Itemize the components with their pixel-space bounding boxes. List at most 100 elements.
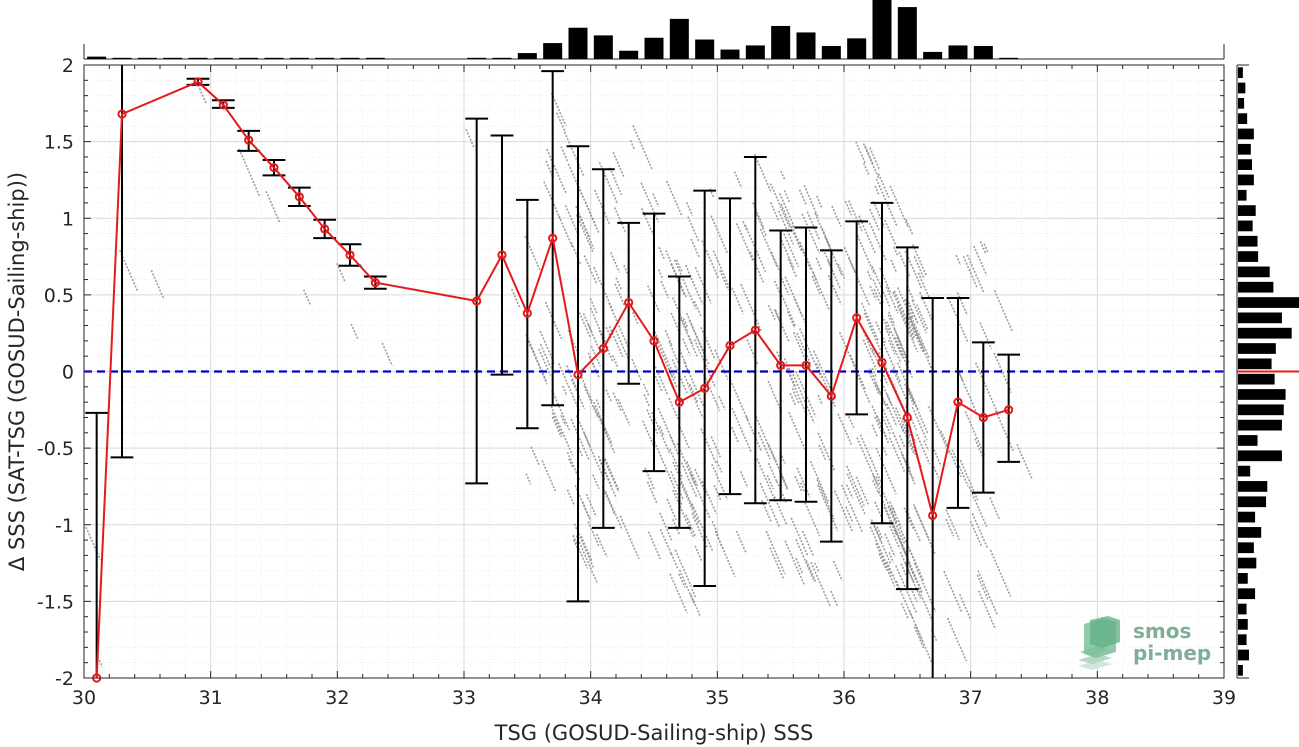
scatter-streak (739, 471, 749, 489)
scatter-streak (593, 189, 611, 225)
scatter-streak (672, 519, 680, 535)
mean-point (345, 250, 355, 260)
mean-point (877, 357, 887, 367)
scatter-streak (668, 341, 680, 365)
right-histogram-bar (1238, 143, 1251, 155)
right-histogram-bar (1238, 159, 1253, 170)
right-histogram-bar (1238, 281, 1274, 293)
y-tick-label: -1.5 (37, 591, 74, 613)
scatter-streak (951, 449, 969, 487)
scatter-streak (712, 250, 733, 293)
scatter-streak (685, 514, 697, 538)
scatter-streak (602, 456, 619, 491)
mean-point (370, 278, 380, 288)
scatter-streak (685, 312, 707, 358)
top-histogram-bar (948, 45, 968, 59)
scatter-streak (605, 326, 612, 339)
logo-line-2: pi-mep (1133, 641, 1211, 665)
scatter-streak (678, 569, 695, 604)
scatter-streak (576, 182, 598, 228)
scatter-streak (964, 411, 986, 457)
scatter-streak (550, 405, 574, 456)
scatter-streak (906, 286, 916, 303)
scatter-streak (583, 432, 606, 480)
top-histogram-bar (315, 57, 335, 59)
scatter-streak (729, 379, 749, 422)
scatter-streak (733, 171, 743, 189)
scatter-streak (855, 141, 867, 165)
scatter-streak (869, 147, 881, 171)
scatter-streak (888, 311, 896, 326)
top-histogram-bar (745, 45, 765, 59)
scatter-streak (977, 570, 999, 616)
mean-point (978, 412, 988, 423)
scatter-streak (896, 336, 908, 361)
scatter-streak (615, 330, 629, 359)
scatter-streak (817, 394, 824, 406)
scatter-streak (658, 426, 665, 437)
logo-icon (1078, 616, 1120, 670)
scatter-streak (566, 489, 576, 507)
top-histogram-bar (517, 53, 537, 59)
scatter-streak (785, 368, 809, 417)
top-histogram-bar (467, 57, 487, 59)
scatter-streak (524, 235, 542, 272)
scatter-streak (893, 246, 899, 257)
scatter-streak (593, 401, 613, 445)
right-histogram-bar (1238, 649, 1249, 661)
top-histogram-bar (771, 25, 791, 59)
y-tick-label: 0 (62, 362, 74, 384)
right-histogram-bar (1238, 557, 1257, 569)
scatter-streak (674, 549, 692, 587)
scatter-streak (781, 294, 796, 327)
scatter-streak (714, 349, 729, 380)
scatter-streak (587, 324, 600, 350)
scatter-streak (574, 485, 592, 522)
scatter-streak (872, 480, 880, 495)
scatter-streak (884, 219, 897, 247)
error-bars (85, 65, 1021, 678)
scatter-streak (786, 311, 796, 329)
scatter-streak (872, 200, 886, 228)
scatter-streak (693, 300, 702, 317)
mean-point (902, 412, 912, 423)
top-histogram-bar (213, 57, 233, 59)
scatter-streak (830, 590, 839, 607)
scatter-streak (846, 465, 865, 507)
scatter-streak (791, 388, 801, 405)
scatter-streak (735, 530, 748, 554)
scatter-streak (993, 290, 1013, 332)
scatter-streak (669, 448, 684, 479)
scatter-streak (869, 208, 880, 231)
right-histogram-bar (1238, 527, 1262, 538)
scatter-streak (870, 519, 892, 565)
scatter-streak (893, 524, 909, 558)
right-histogram-bar (1238, 82, 1246, 94)
scatter-streak (893, 290, 916, 338)
scatter-streak (891, 506, 903, 528)
scatter-streak (672, 489, 695, 538)
mean-point (674, 397, 684, 407)
scatter-streak (873, 524, 883, 542)
scatter-streak (874, 185, 880, 196)
scatter-streak (646, 481, 658, 505)
scatter-streak (943, 570, 963, 613)
scatter-streak (780, 170, 786, 181)
scatter-streak (685, 202, 694, 217)
scatter-streak (900, 603, 909, 620)
y-tick-label: 2 (62, 55, 74, 77)
scatter-streak (792, 373, 815, 424)
scatter-streak (694, 266, 712, 304)
scatter-streak (888, 437, 906, 473)
scatter-streak (565, 365, 580, 394)
scatter-streak (759, 228, 779, 269)
top-histogram-bar (644, 37, 664, 59)
right-histogram-bar (1238, 496, 1267, 508)
scatter-streak (664, 329, 673, 346)
y-tick-label: -1 (55, 515, 74, 537)
scatter-streak (611, 354, 619, 368)
scatter-streak (892, 368, 908, 401)
scatter-streak (612, 151, 625, 177)
scatter-streak (694, 545, 703, 563)
mean-point (750, 325, 760, 335)
